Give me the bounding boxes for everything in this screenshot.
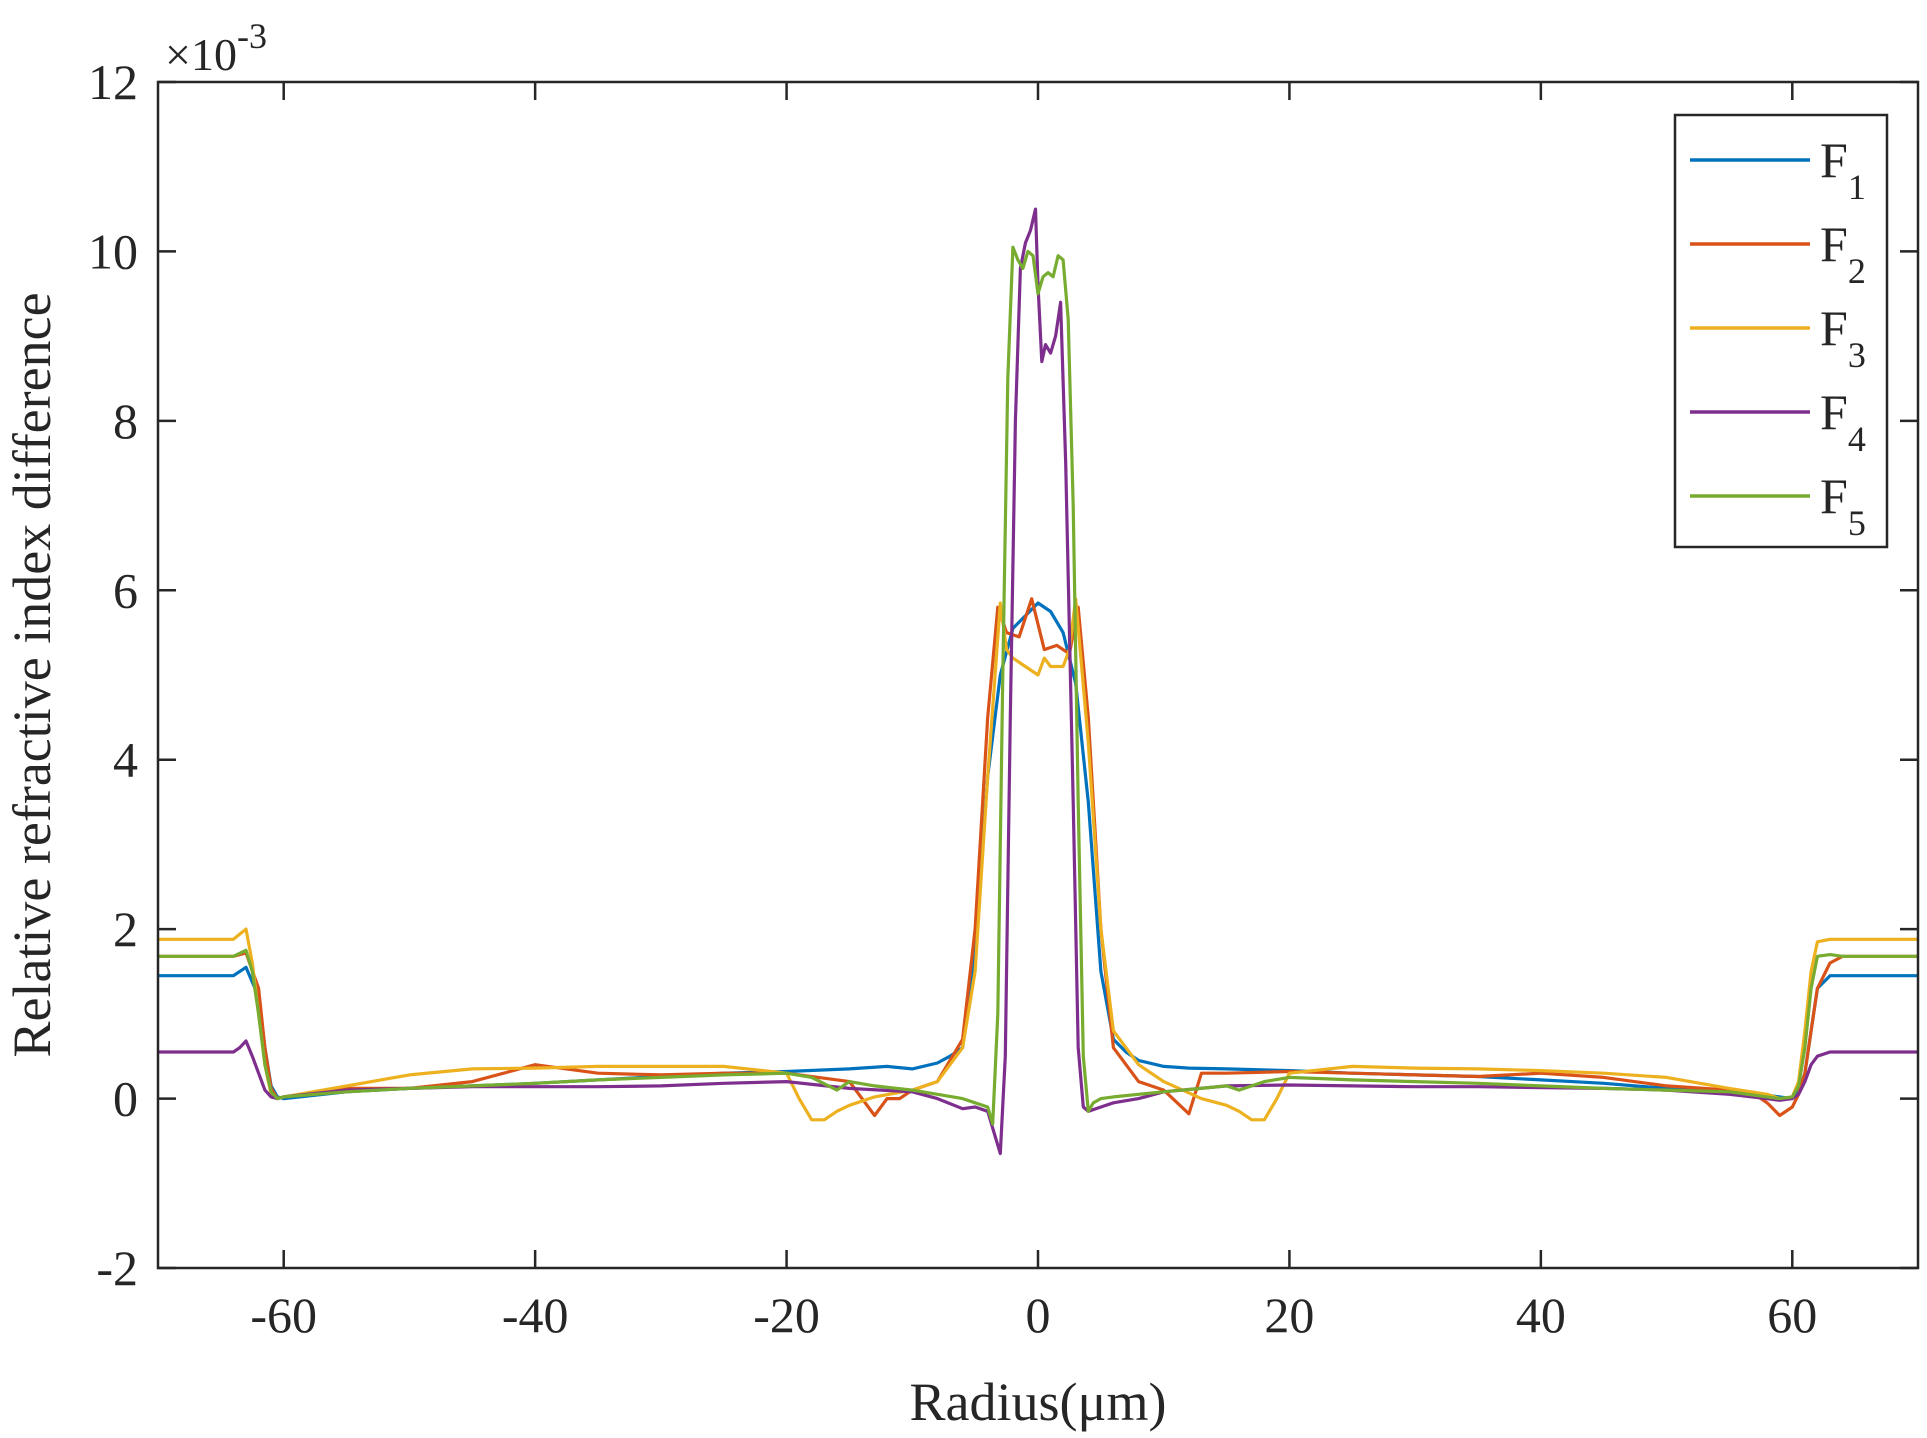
x-axis-title: Radius(μm): [910, 1372, 1167, 1432]
y-tick-label: 6: [113, 562, 138, 618]
y-tick-label: 2: [113, 901, 138, 957]
x-tick-label: 60: [1767, 1287, 1817, 1343]
y-tick-label: -2: [96, 1240, 138, 1296]
series-group: [158, 207, 1918, 1156]
y-tick-label: 4: [113, 732, 138, 788]
y-tick-label: 0: [113, 1071, 138, 1127]
legend-label: F1: [1820, 132, 1866, 207]
x-tick-label: -60: [250, 1287, 317, 1343]
legend-item: F1: [1690, 132, 1866, 207]
legend-item: F3: [1690, 300, 1866, 375]
x-tick-label: 20: [1264, 1287, 1314, 1343]
y-tick-label: 12: [88, 54, 138, 110]
series-line-F4: [158, 207, 1918, 1156]
series-line-F1: [158, 601, 1918, 1101]
x-tick-label: 0: [1026, 1287, 1051, 1343]
x-tick-label: -20: [753, 1287, 820, 1343]
legend-label: F4: [1820, 384, 1866, 459]
legend: F1 F2 F3 F4 F5: [1673, 113, 1889, 549]
series-line-F5: [158, 245, 1918, 1126]
x-tick-label: -40: [502, 1287, 569, 1343]
legend-items: F1 F2 F3 F4 F5: [1690, 132, 1866, 543]
y-multiplier-label: ×10-3: [165, 16, 267, 80]
legend-label: F5: [1820, 468, 1866, 543]
series-line-F3: [158, 597, 1918, 1122]
ticks-group: [158, 80, 1918, 1270]
y-tick-label: 8: [113, 393, 138, 449]
legend-box: [1673, 113, 1889, 549]
legend-item: F4: [1690, 384, 1866, 459]
legend-label: F2: [1820, 216, 1866, 291]
y-tick-label: 10: [88, 223, 138, 279]
legend-item: F5: [1690, 468, 1866, 543]
legend-item: F2: [1690, 216, 1866, 291]
x-tick-label: 40: [1516, 1287, 1566, 1343]
legend-label: F3: [1820, 300, 1866, 375]
y-axis-title: Relative refractive index difference: [2, 292, 62, 1057]
